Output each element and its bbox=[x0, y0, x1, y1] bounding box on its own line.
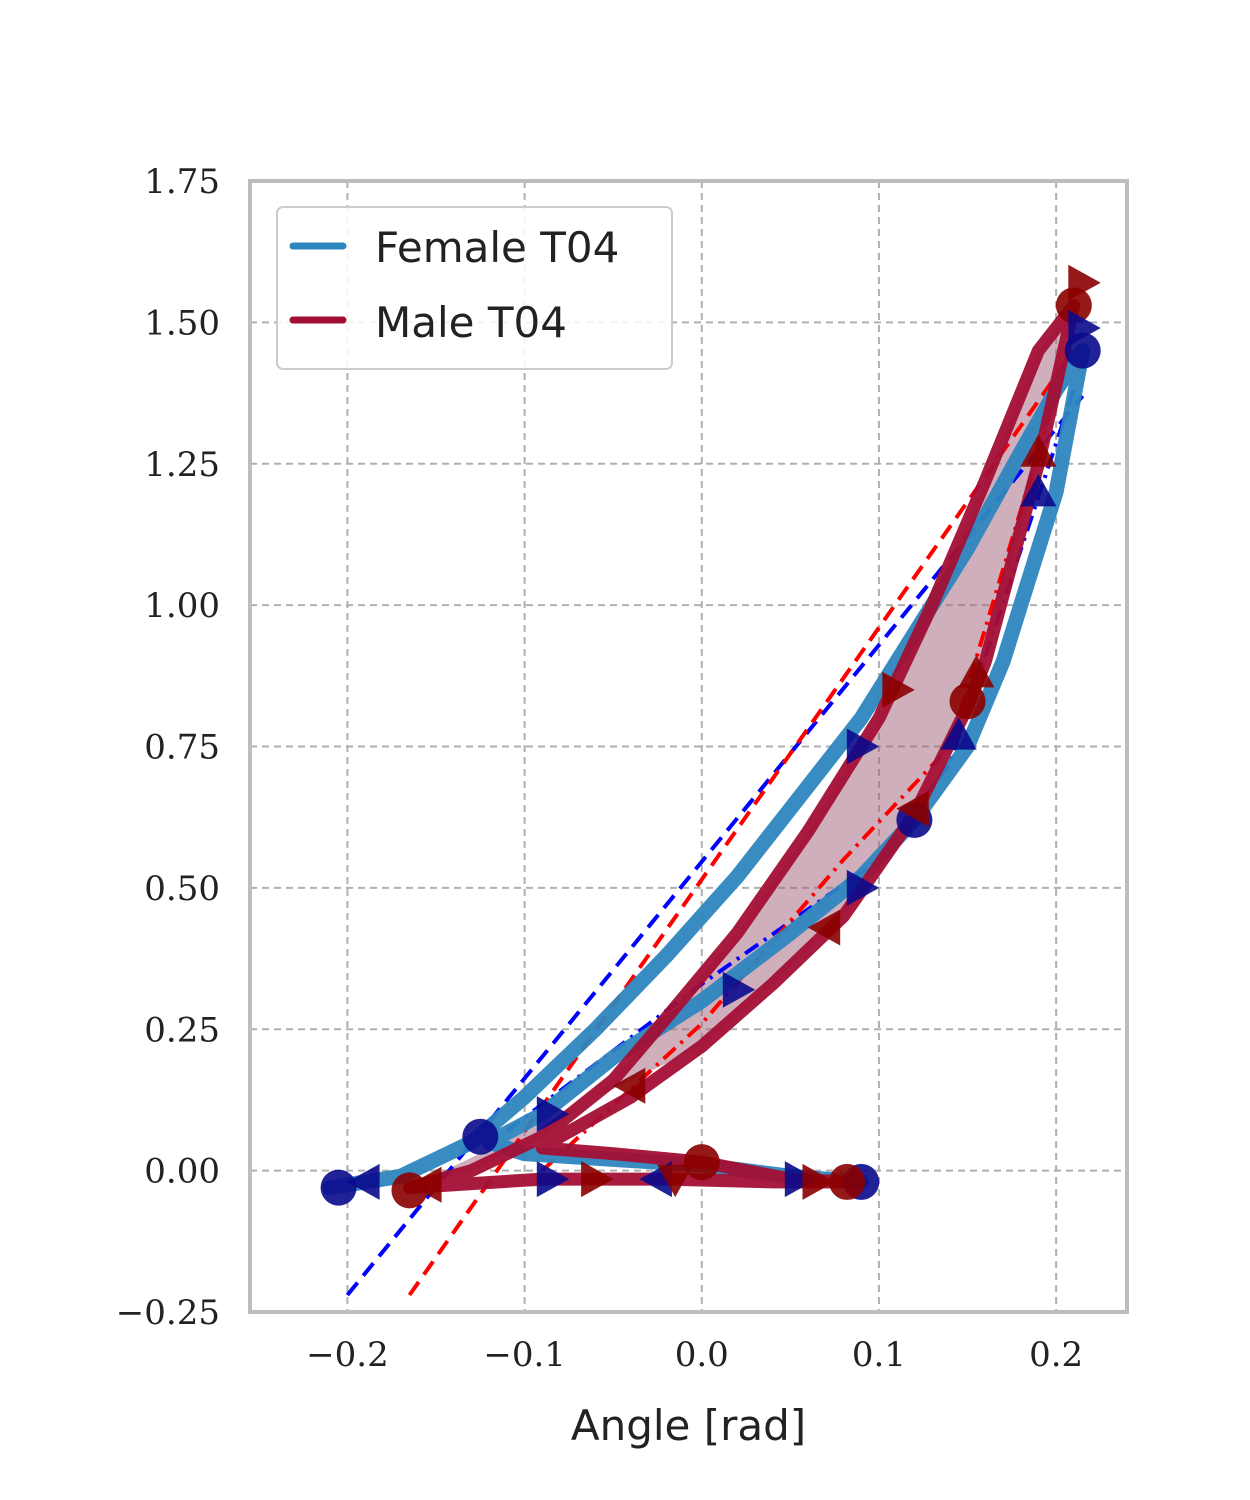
plot-frame bbox=[248, 179, 1129, 1314]
series-markers bbox=[320, 264, 1101, 1209]
y-tick-label-6: 1.25 bbox=[144, 445, 220, 485]
female-triangle-marker-5 bbox=[1020, 474, 1057, 507]
y-axis-ticks: −0.25 0.00 0.25 0.50 0.75 1.00 1.25 1.50 1.75 bbox=[116, 162, 220, 1333]
x-tick-label-3: 0.1 bbox=[852, 1335, 906, 1375]
female-triangle-marker-3 bbox=[846, 869, 880, 906]
male-triangle-marker-3 bbox=[657, 1164, 694, 1198]
y-tick-label-3: 0.50 bbox=[144, 869, 220, 909]
female-circle-marker-0 bbox=[320, 1169, 357, 1206]
male-triangle-marker-2 bbox=[802, 1163, 835, 1200]
female-triangle-marker-6 bbox=[1068, 310, 1101, 346]
x-axis-ticks: −0.2 −0.1 0.0 0.1 0.2 bbox=[306, 1335, 1083, 1375]
male-triangle-marker-4 bbox=[612, 1067, 646, 1104]
y-tick-label-5: 1.00 bbox=[144, 586, 220, 626]
y-tick-label-8: 1.75 bbox=[144, 162, 220, 202]
x-tick-label-4: 0.2 bbox=[1029, 1335, 1083, 1375]
female-triangle-marker-2 bbox=[722, 971, 756, 1008]
y-tick-label-1: 0.00 bbox=[144, 1152, 220, 1192]
y-tick-label-2: 0.25 bbox=[144, 1010, 220, 1050]
male-triangle-marker-7 bbox=[958, 655, 995, 688]
legend-box bbox=[276, 206, 673, 370]
x-tick-label-2: 0.0 bbox=[675, 1335, 729, 1375]
female-triangle-marker-4 bbox=[940, 717, 977, 750]
male-circle-marker-1 bbox=[683, 1144, 720, 1181]
male-triangle-marker-5 bbox=[807, 909, 841, 946]
male-triangle-marker-6 bbox=[896, 790, 929, 827]
female-triangle-marker-1 bbox=[536, 1096, 570, 1133]
male-triangle-marker-1 bbox=[581, 1161, 614, 1198]
y-tick-label-4: 0.75 bbox=[144, 728, 220, 768]
series-line-female bbox=[322, 343, 1091, 1196]
female-triangle-marker-7 bbox=[846, 728, 880, 765]
x-tick-label-0: −0.2 bbox=[306, 1335, 389, 1375]
fit-line-0 bbox=[345, 394, 1085, 1297]
female-triangle-marker-0 bbox=[347, 1163, 380, 1200]
male-circle-marker-2 bbox=[829, 1163, 866, 1200]
legend-label-female: Female T04 bbox=[375, 223, 619, 272]
female-circle-marker-1 bbox=[462, 1118, 499, 1155]
male-triangle-marker-0 bbox=[409, 1166, 442, 1203]
y-tick-label-0: −0.25 bbox=[116, 1293, 220, 1333]
female-triangle-marker-8 bbox=[536, 1161, 570, 1198]
x-tick-label-1: −0.1 bbox=[483, 1335, 566, 1375]
male-triangle-marker-10 bbox=[882, 671, 915, 708]
male-triangle-marker-8 bbox=[1020, 434, 1057, 467]
female-triangle-marker-9 bbox=[784, 1161, 818, 1198]
x-axis-label: Angle [rad] bbox=[571, 1401, 806, 1450]
fit-line-3 bbox=[540, 333, 1076, 1173]
y-tick-label-7: 1.50 bbox=[144, 303, 220, 343]
fit-line-1 bbox=[407, 349, 1076, 1297]
legend: Female T04 Male T04 bbox=[276, 206, 673, 370]
male-circle-marker-3 bbox=[1055, 287, 1092, 324]
legend-label-male: Male T04 bbox=[375, 298, 567, 347]
male-circle-marker-4 bbox=[949, 683, 986, 720]
fit-lines bbox=[345, 333, 1085, 1297]
male-triangle-marker-9 bbox=[1068, 264, 1101, 301]
